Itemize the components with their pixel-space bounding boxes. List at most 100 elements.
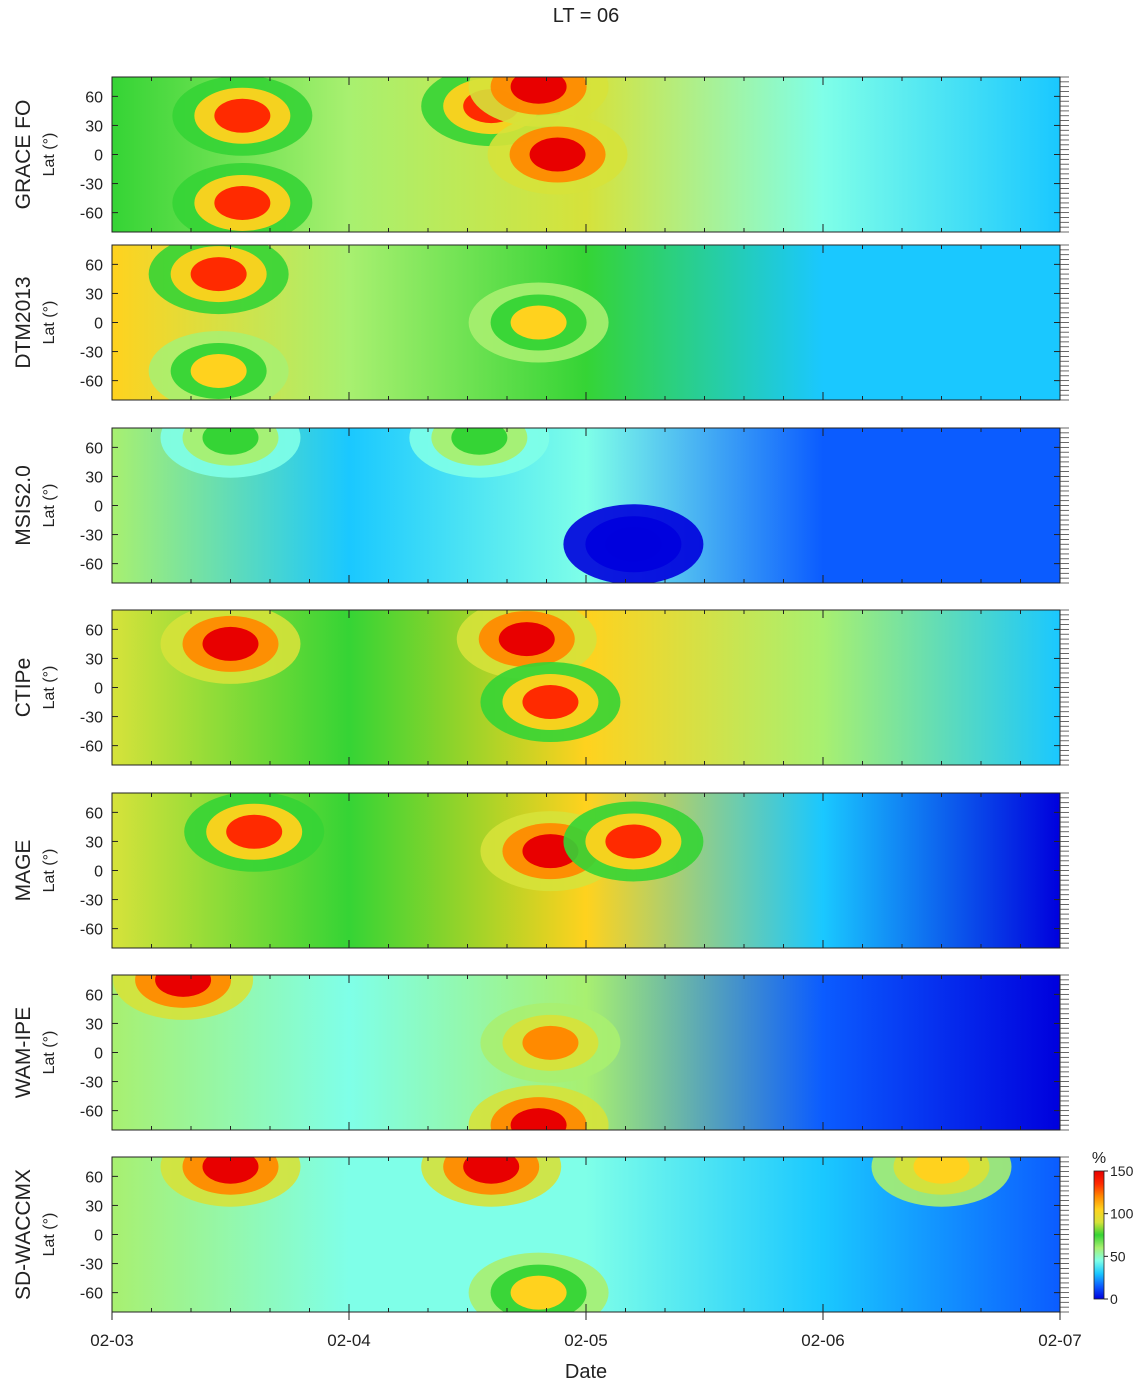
heatmap-blob [190,257,247,292]
heatmap-blob [510,1108,567,1130]
x-tick-label: 02-04 [327,1331,370,1350]
heatmap-features [172,77,628,232]
heatmap-blob [510,1275,567,1310]
y-tick-label: -60 [80,1286,103,1303]
x-tick-label: 02-06 [801,1331,844,1350]
colorbar-bar [1093,1170,1105,1300]
y-tick-label: 60 [85,257,103,274]
panel-dtm2013: 60 30 0 -30 -60 DTM2013 Lat (°) [12,244,1069,401]
colorbar-tick-label: 150 [1110,1163,1134,1179]
y-tick-label: -60 [80,557,103,574]
panel-name-label: MSIS2.0 [12,465,35,546]
heatmap-features [160,610,621,743]
heatmap-blob [214,185,271,220]
y-tick-label: 60 [85,440,103,457]
heatmap-blob [463,1157,520,1184]
panel-sd-waccmx: 60 30 0 -30 -60 SD-WACCMX Lat (°) [12,1156,1069,1313]
heatmap-blob [451,428,508,455]
panel-name-label: WAM-IPE [12,1007,35,1098]
panel-msis2-0: 60 30 0 -30 -60 MSIS2.0 Lat (°) [12,427,1069,584]
panel-name-label: CTIPe [12,658,35,718]
panel-grace-fo: 60 30 0 -30 -60 GRACE FO Lat (°) [12,76,1069,233]
y-tick-label: 60 [85,89,103,106]
y-tick-label: -30 [80,1257,103,1274]
panel-name-label: MAGE [12,840,35,902]
y-tick-label: 60 [85,622,103,639]
heatmap-blob [510,305,567,340]
heatmap-blob [605,527,662,562]
x-axis-label: Date [565,1361,607,1383]
colorbar-tick-label: 0 [1110,1291,1118,1307]
y-axis-label: Lat (°) [41,484,58,528]
heatmap-features [184,793,704,892]
y-axis-label: Lat (°) [41,1213,58,1257]
heatmap-blob [913,1157,970,1184]
heatmap-features [113,975,621,1130]
heatmap-blob [226,814,283,849]
y-tick-label: -60 [80,922,103,939]
x-axis: 02-03 02-04 02-05 02-06 02-07 [90,1312,1082,1350]
y-tick-label: -30 [80,177,103,194]
heatmap-features [160,428,704,583]
y-axis-label: Lat (°) [41,301,58,345]
panel-wam-ipe: 60 30 0 -30 -60 WAM-IPE Lat (°) [12,974,1069,1131]
y-tick-label: 0 [94,316,103,333]
heatmap-blob [529,137,586,172]
y-tick-label: 30 [85,469,103,486]
panels-group: 60 30 0 -30 -60 GRACE FO Lat (°) 60 30 0 -30 -60 DTM… [12,76,1069,1313]
heatmap-blob [202,428,259,455]
heatmap-blob [522,1025,579,1060]
y-tick-label: -60 [80,206,103,223]
heatmap-blob [510,77,567,104]
y-tick-label: 0 [94,1228,103,1245]
heatmap-blob [202,626,259,661]
y-tick-label: 30 [85,651,103,668]
panel-name-label: GRACE FO [12,100,35,210]
heatmap-features [160,1157,1012,1312]
y-tick-label: 60 [85,987,103,1004]
panel-name-label: SD-WACCMX [12,1169,35,1300]
y-tick-label: -60 [80,1104,103,1121]
y-axis-label: Lat (°) [41,849,58,893]
colorbar-tick-label: 50 [1110,1248,1126,1264]
heatmap-features [148,245,609,400]
x-tick-label: 02-05 [564,1331,607,1350]
y-axis-label: Lat (°) [41,1031,58,1075]
y-tick-label: -60 [80,374,103,391]
heatmap-blob [498,622,555,657]
y-tick-label: 0 [94,681,103,698]
x-tick-label: 02-07 [1038,1331,1081,1350]
y-tick-label: 0 [94,148,103,165]
y-tick-label: -30 [80,345,103,362]
panel-mage: 60 30 0 -30 -60 MAGE Lat (°) [12,792,1069,949]
chart-title: LT = 06 [553,5,620,27]
y-tick-label: 30 [85,286,103,303]
colorbar: % 0 50 100 150 [1092,1150,1134,1307]
heatmap-blob [605,824,662,859]
y-axis-label: Lat (°) [41,666,58,710]
y-tick-label: -60 [80,739,103,756]
heatmap-blob [214,98,271,133]
y-tick-label: 30 [85,118,103,135]
y-tick-label: 30 [85,1198,103,1215]
heatmap-blob [190,353,247,388]
y-tick-label: -30 [80,710,103,727]
heatmap-blob [522,685,579,720]
colorbar-unit: % [1092,1150,1106,1167]
y-tick-label: 30 [85,1016,103,1033]
y-tick-label: 0 [94,499,103,516]
x-tick-label: 02-03 [90,1331,133,1350]
y-tick-label: 30 [85,834,103,851]
panel-name-label: DTM2013 [12,276,35,368]
panel-ctipe: 60 30 0 -30 -60 CTIPe Lat (°) [12,609,1069,766]
heatmap-blob [155,975,212,997]
y-tick-label: -30 [80,1075,103,1092]
y-tick-label: 60 [85,1169,103,1186]
y-tick-label: -30 [80,893,103,910]
y-tick-label: -30 [80,528,103,545]
heatmap-blob [202,1157,259,1184]
y-axis-label: Lat (°) [41,133,58,177]
y-tick-label: 0 [94,1046,103,1063]
y-tick-label: 60 [85,805,103,822]
